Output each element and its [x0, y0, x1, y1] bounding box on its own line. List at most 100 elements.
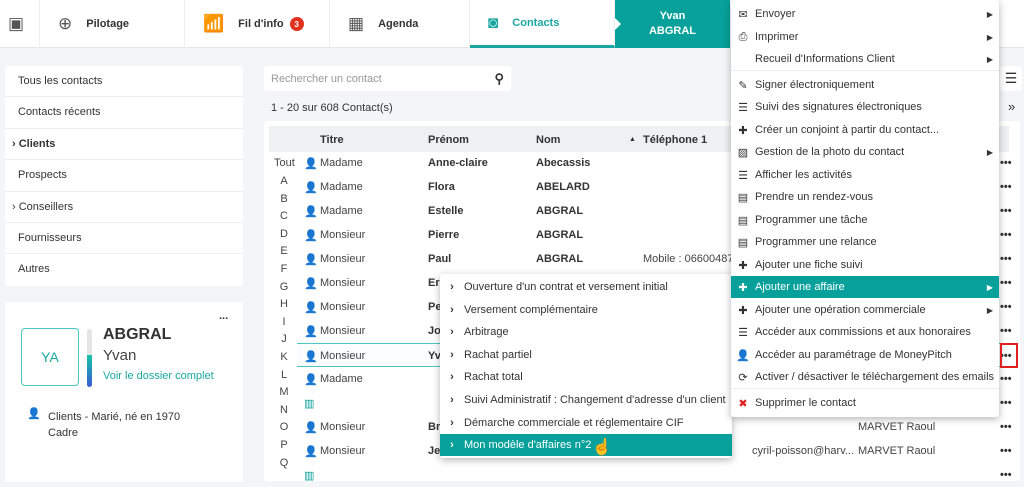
submenu-item[interactable]: › Suivi Administratif : Changement d'adre… — [440, 389, 732, 411]
letter-filter[interactable]: J — [281, 333, 287, 346]
next-page-icon[interactable]: » — [1008, 99, 1016, 114]
context-menu-item[interactable]: ☰ Afficher les activités — [731, 164, 999, 186]
table-row[interactable]: 👤 Monsieur Br MARVET Raoul ••• — [297, 415, 1015, 439]
sort-asc-icon[interactable]: ▲ — [629, 136, 636, 143]
letter-filter[interactable]: P — [280, 439, 288, 451]
letter-filter[interactable]: M — [279, 386, 289, 399]
letter-filter[interactable]: Tout — [274, 157, 295, 169]
letter-filter[interactable]: L — [280, 368, 288, 381]
tab-contacts[interactable]: ◙ Contacts — [470, 0, 615, 48]
row-actions-button[interactable]: ••• — [1000, 277, 1012, 289]
context-menu-item[interactable]: ✉ Envoyer ▶ — [731, 3, 999, 25]
context-menu-item[interactable]: ✖ Supprimer le contact — [731, 392, 999, 414]
submenu-item[interactable]: › Mon modèle d'affaires n°2 — [440, 434, 732, 457]
submenu-item[interactable]: › Arbitrage — [440, 321, 732, 343]
row-actions-button[interactable]: ••• — [1000, 445, 1012, 457]
table-row[interactable]: 👤 Monsieur Je cyril-poisson@harv... MARVET R… — [297, 439, 1015, 463]
row-actions-button[interactable]: ••• — [1000, 325, 1012, 337]
letter-filter[interactable]: C — [280, 210, 288, 223]
context-menu-item[interactable]: ✚ Ajouter une opération commerciale ▶ — [731, 299, 999, 321]
table-row[interactable]: 👤 Monsieur Paul ABGRAL Mobile : 066004875 ••• — [297, 247, 1015, 271]
context-menu-item[interactable]: ✚ Ajouter une fiche suivi — [731, 254, 999, 276]
card-info: Clients - Marié, né en 1970 Cadre — [48, 409, 180, 441]
table-row[interactable]: 👤 Madame ••• — [297, 367, 1015, 391]
category-conseillers[interactable]: › Conseillers — [5, 192, 243, 223]
full-record-link[interactable]: Voir le dossier complet — [103, 370, 214, 382]
submenu-item[interactable]: › Ouverture d'un contrat et versement ini… — [440, 276, 732, 298]
header-titre[interactable]: Titre — [320, 134, 344, 146]
tab-agenda[interactable]: ▦ Agenda — [330, 0, 470, 48]
app-logo[interactable]: ▣ — [0, 0, 40, 48]
table-row[interactable]: 👤 Madame Anne-claire Abecassis ••• — [297, 151, 1015, 175]
chevron-right-icon: › — [450, 303, 454, 316]
row-actions-button[interactable]: ••• — [1000, 373, 1012, 385]
context-menu-item[interactable]: ✎ Signer électroniquement — [731, 74, 999, 96]
category-all[interactable]: Tous les contacts — [5, 66, 243, 98]
table-row[interactable]: 👤 Madame Estelle ABGRAL ••• — [297, 199, 1015, 223]
context-menu-item[interactable]: ▤ Prendre un rendez-vous — [731, 186, 999, 208]
context-menu-item[interactable]: Recueil d'Informations Client ▶ — [731, 48, 999, 70]
tab-fil-info[interactable]: 📶 Fil d'info 3 — [185, 0, 330, 48]
table-row[interactable]: 👤 Monsieur Jo ••• — [297, 319, 1015, 343]
row-actions-button[interactable]: ••• — [1000, 350, 1012, 362]
search-input[interactable]: Rechercher un contact ⚲ — [264, 66, 511, 91]
row-actions-button[interactable]: ••• — [1000, 421, 1012, 433]
header-prenom[interactable]: Prénom — [428, 134, 469, 146]
letter-filter[interactable]: O — [279, 421, 289, 434]
person-icon: 👤 — [304, 254, 318, 266]
letter-filter[interactable]: K — [280, 351, 288, 363]
submenu-item[interactable]: › Versement complémentaire — [440, 299, 732, 321]
pencil-icon: ✎ — [738, 79, 748, 92]
letter-filter[interactable]: Q — [279, 456, 289, 469]
submenu-item[interactable]: › Rachat partiel — [440, 344, 732, 366]
search-icon[interactable]: ⚲ — [494, 70, 504, 86]
table-row[interactable]: 👤 Monsieur Pe ••• — [297, 295, 1015, 319]
context-menu-item[interactable]: 👤 Accéder au paramétrage de MoneyPitch — [731, 344, 999, 366]
category-fournisseurs[interactable]: Fournisseurs — [5, 223, 243, 255]
current-contact-tab[interactable]: Yvan ABGRAL — [615, 0, 730, 48]
letter-filter[interactable]: E — [280, 245, 288, 258]
header-nom[interactable]: Nom — [536, 134, 561, 146]
row-actions-button[interactable]: ••• — [1000, 181, 1012, 193]
letter-filter[interactable]: D — [280, 227, 288, 240]
row-actions-button[interactable]: ••• — [1000, 469, 1012, 481]
table-row[interactable]: ▥ ••• — [297, 463, 1015, 487]
letter-filter[interactable]: I — [282, 315, 286, 328]
menu-icon[interactable]: ☰ — [1000, 66, 1022, 91]
context-menu-item[interactable]: ⟳ Activer / désactiver le téléchargement … — [731, 366, 999, 388]
context-menu-item[interactable]: ✚ Ajouter une affaire ▶ — [731, 276, 999, 298]
row-actions-button[interactable]: ••• — [1000, 397, 1012, 409]
letter-filter[interactable]: B — [280, 192, 288, 205]
category-recent[interactable]: Contacts récents — [5, 97, 243, 129]
letter-filter[interactable]: H — [280, 298, 288, 311]
context-menu-item[interactable]: ⎙ Imprimer ▶ — [731, 26, 999, 48]
context-menu-item[interactable]: ▨ Gestion de la photo du contact ▶ — [731, 141, 999, 163]
tab-pilotage[interactable]: ⊕ Pilotage — [40, 0, 185, 48]
submenu-item[interactable]: › Démarche commerciale et réglementaire C… — [440, 412, 732, 434]
table-row[interactable]: ▥ ••• — [297, 391, 1015, 415]
letter-filter[interactable]: A — [280, 175, 288, 187]
letter-filter[interactable]: N — [280, 403, 288, 416]
person-icon: 👤 — [304, 326, 318, 338]
header-telephone[interactable]: Téléphone 1 — [643, 134, 708, 146]
category-prospects[interactable]: Prospects — [5, 160, 243, 192]
row-actions-button[interactable]: ••• — [1000, 301, 1012, 313]
context-menu-item[interactable]: ☰ Accéder aux commissions et aux honorair… — [731, 321, 999, 343]
row-actions-button[interactable]: ••• — [1000, 229, 1012, 241]
table-row[interactable]: 👤 Monsieur Pierre ABGRAL ••• — [297, 223, 1015, 247]
context-menu-item[interactable]: ▤ Programmer une relance — [731, 231, 999, 253]
card-more-button[interactable]: ... — [219, 310, 229, 322]
letter-filter[interactable]: G — [279, 280, 289, 293]
row-actions-button[interactable]: ••• — [1000, 205, 1012, 217]
row-actions-button[interactable]: ••• — [1000, 253, 1012, 265]
category-autres[interactable]: Autres — [18, 263, 50, 276]
context-menu-item[interactable]: ☰ Suivi des signatures électroniques — [731, 96, 999, 118]
context-menu-item[interactable]: ▤ Programmer une tâche — [731, 209, 999, 231]
table-row[interactable]: 👤 Madame Flora ABELARD ••• — [297, 175, 1015, 199]
category-clients[interactable]: › Clients — [5, 129, 243, 161]
row-actions-button[interactable]: ••• — [1000, 157, 1012, 169]
context-menu-item[interactable]: ✚ Créer un conjoint à partir du contact..… — [731, 119, 999, 141]
letter-filter[interactable]: F — [280, 263, 288, 275]
submenu-item[interactable]: › Rachat total — [440, 366, 732, 388]
table-row[interactable]: 👤 Monsieur Er ••• — [297, 271, 1015, 295]
